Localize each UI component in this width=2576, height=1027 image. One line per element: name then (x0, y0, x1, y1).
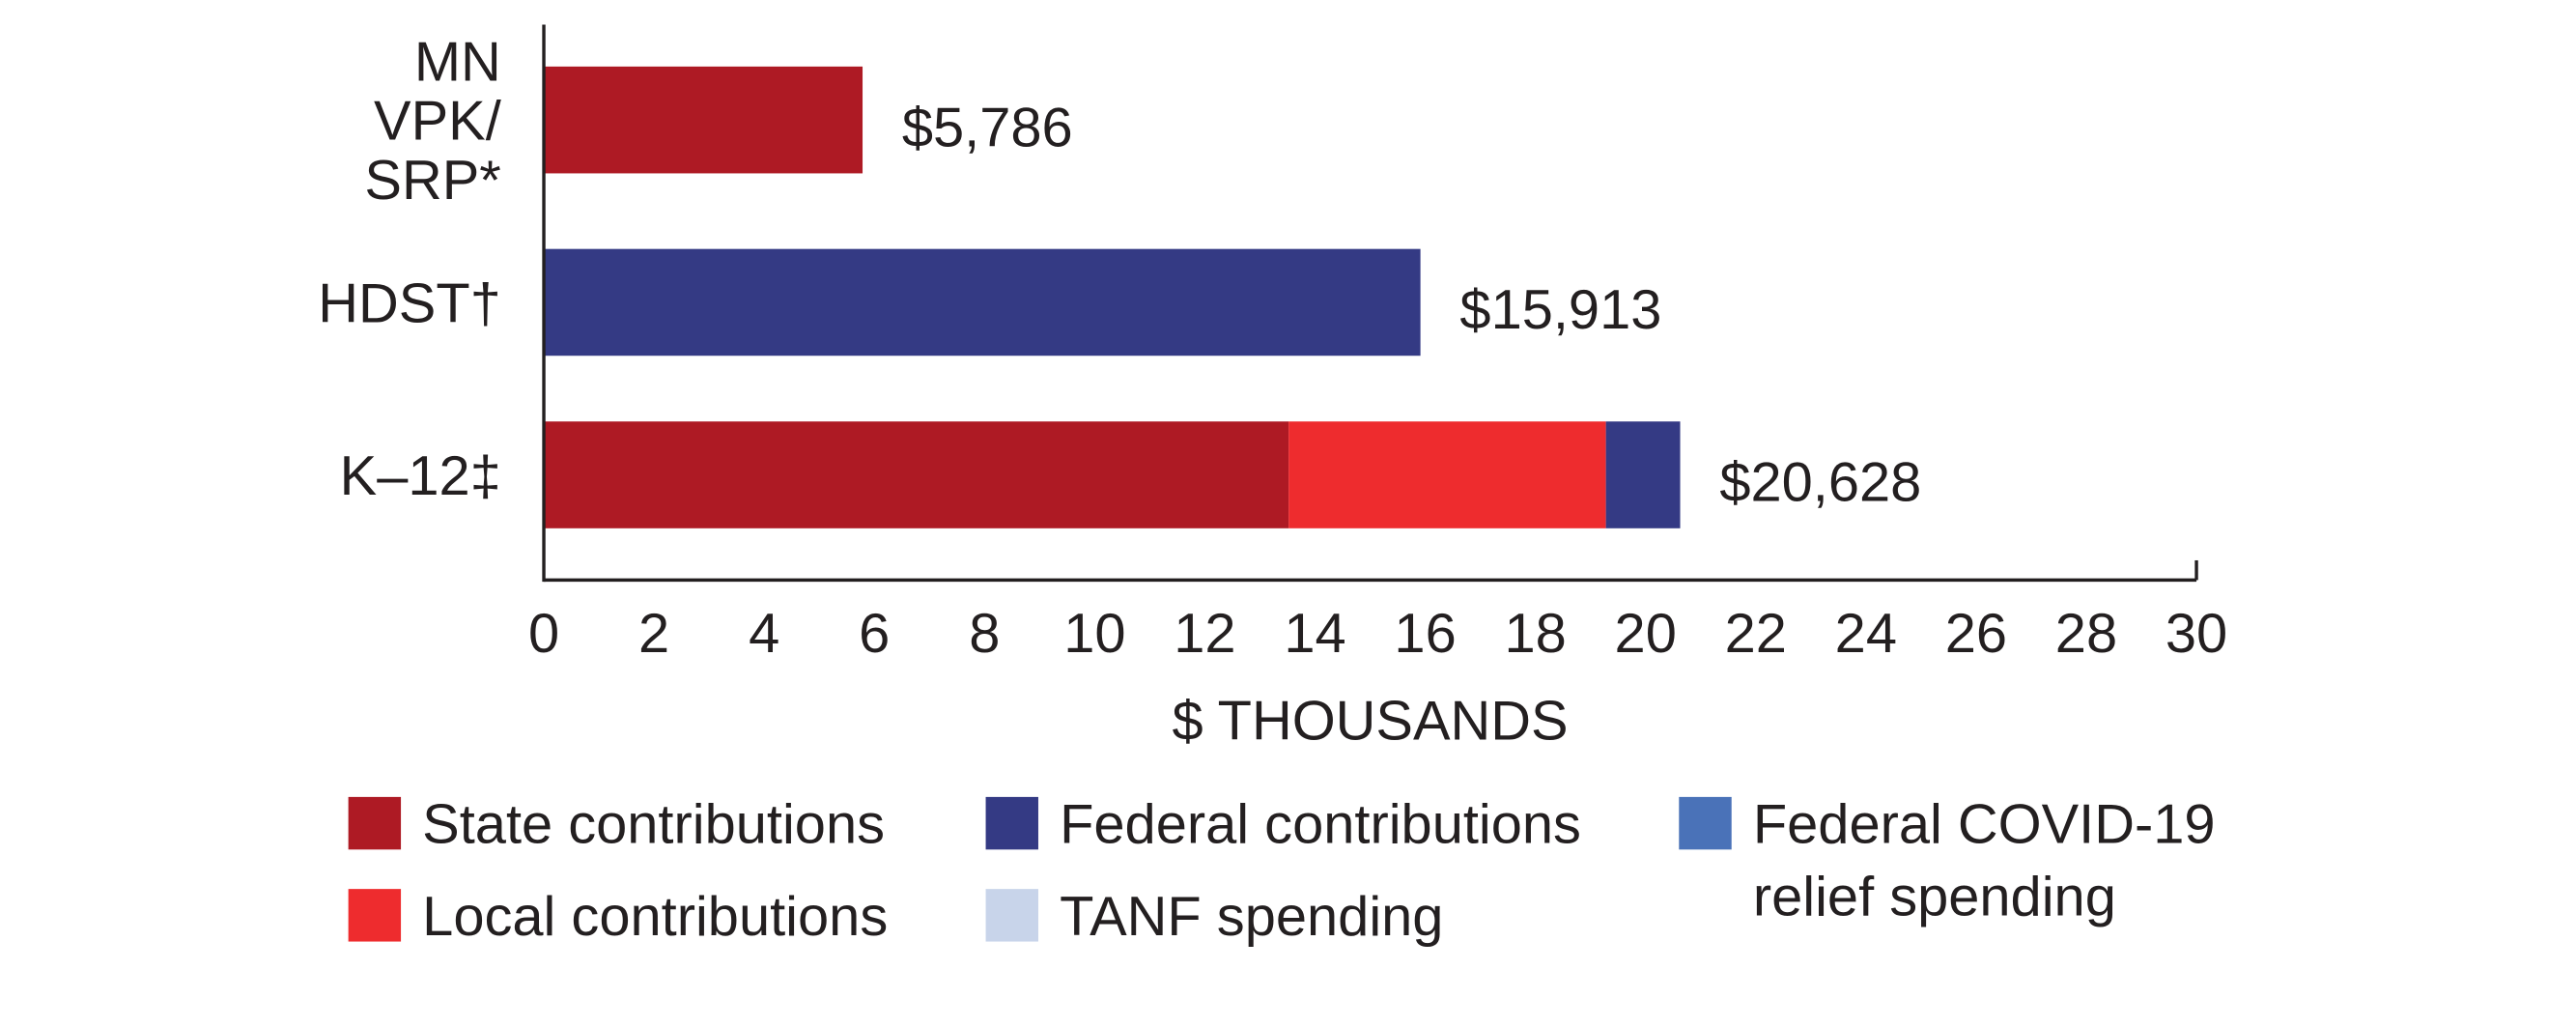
x-tick-label: 22 (1725, 603, 1787, 665)
legend-swatch (1679, 796, 1732, 850)
legend-swatch (985, 889, 1038, 942)
legend-label: TANF spending (1060, 886, 1443, 948)
legend-swatch (985, 796, 1038, 850)
y-tick-label: K–12‡ (340, 445, 501, 507)
bar-segment (1605, 421, 1681, 528)
x-tick-label: 28 (2055, 603, 2117, 665)
bar-segment (544, 66, 863, 174)
x-axis-label: $ THOUSANDS (1172, 690, 1568, 752)
x-tick-label: 8 (969, 603, 1000, 665)
x-tick-label: 24 (1835, 603, 1897, 665)
bar-segment (1288, 421, 1606, 528)
x-tick-label: 12 (1174, 603, 1235, 665)
legend-label: Federal contributions (1060, 794, 1581, 856)
x-tick-label: 4 (749, 603, 779, 665)
x-tick-label: 0 (528, 603, 559, 665)
value-label: $15,913 (1459, 279, 1661, 341)
legend-label: Local contributions (422, 886, 888, 948)
y-tick-label: HDST† (318, 272, 501, 334)
value-label: $5,786 (902, 97, 1073, 158)
x-tick-label: 18 (1504, 603, 1566, 665)
y-tick-label: MN VPK/SRP* (364, 31, 501, 211)
legend-label: State contributions (422, 794, 885, 856)
x-tick-label: 2 (638, 603, 669, 665)
legend-swatch (348, 796, 402, 850)
legend-label: Federal COVID-19 relief spending (1753, 794, 2216, 928)
x-tick-label: 6 (859, 603, 890, 665)
value-label: $20,628 (1719, 452, 1921, 514)
x-tick-label: 10 (1063, 603, 1125, 665)
x-tick-label: 26 (1945, 603, 2007, 665)
x-tick-label: 14 (1284, 603, 1345, 665)
legend-swatch (348, 889, 402, 942)
bar-segment (544, 421, 1289, 528)
x-tick-label: 20 (1615, 603, 1677, 665)
x-tick-label: 16 (1394, 603, 1456, 665)
bar-segment (544, 248, 1421, 357)
x-tick-label: 30 (2166, 603, 2227, 665)
